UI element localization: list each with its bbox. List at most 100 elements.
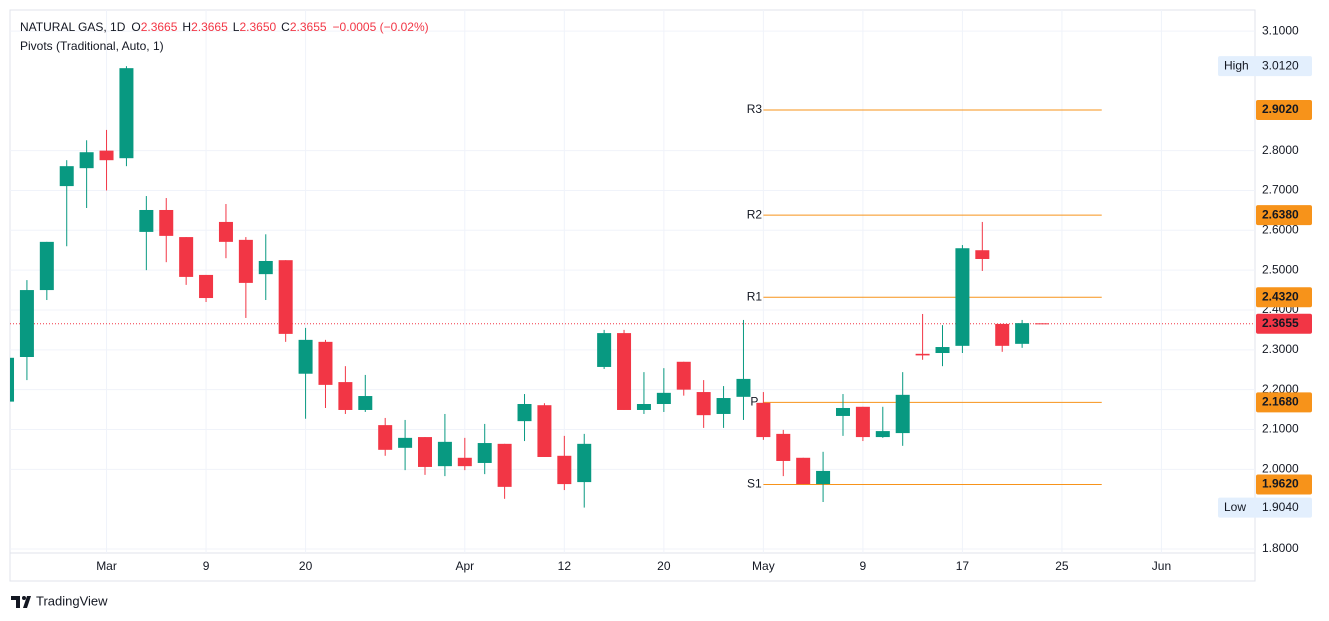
pivot-price-label: 1.9620	[1262, 477, 1299, 491]
plot: R3 R2 R1 P S1	[10, 66, 1255, 508]
legend-key: C	[281, 20, 290, 34]
candle-body	[378, 425, 393, 450]
candle-body	[477, 443, 492, 463]
last-price-box	[1256, 313, 1312, 334]
candle-body	[935, 347, 950, 354]
overlay: 2.9020 2.6380 2.4320 2.1680 1.9620 2.3655 High…	[1218, 56, 1312, 518]
legend-change: −0.0005 (−0.02%)	[333, 20, 429, 34]
y-tick-label: 3.1000	[1262, 23, 1299, 37]
candle-body	[577, 443, 592, 483]
candle-body	[79, 152, 94, 169]
candle-body	[915, 353, 930, 356]
legend-key: L	[233, 20, 240, 34]
candle-body	[159, 209, 174, 236]
pivot-name: R3	[747, 102, 763, 116]
candle-body	[497, 443, 512, 487]
candle-body	[199, 274, 214, 299]
candle-body	[656, 392, 671, 405]
pivot-price-label: 2.4320	[1262, 289, 1299, 303]
candle-body	[338, 382, 353, 410]
candle-body	[835, 407, 850, 416]
candle-body	[398, 437, 413, 448]
pivot-name: R1	[747, 289, 763, 303]
candle-body	[19, 290, 34, 357]
legend-title: NATURAL GAS, 1D	[20, 20, 126, 34]
candle-body	[238, 239, 253, 283]
y-tick-label: 2.0000	[1262, 462, 1299, 476]
y-tick-label: 2.5000	[1262, 262, 1299, 276]
legend-key: O	[131, 20, 140, 34]
extreme-box	[1218, 56, 1312, 77]
candle-body	[39, 241, 54, 291]
legend-key: H	[182, 20, 191, 34]
candle-body	[10, 357, 15, 402]
pivot-price-label: 2.6380	[1262, 207, 1299, 221]
pivot-price-box	[1256, 99, 1312, 120]
candle-body	[696, 392, 711, 416]
pivot-name: P	[750, 395, 758, 409]
candle-body	[1035, 323, 1050, 325]
candle-body	[318, 341, 333, 385]
candle-body	[676, 361, 691, 390]
candle-body	[557, 455, 572, 485]
pivot-price-box	[1256, 287, 1312, 308]
plot-frame	[9, 9, 1256, 582]
extreme-name: High	[1224, 58, 1249, 72]
candle-body	[617, 333, 632, 410]
candle-body	[418, 437, 432, 467]
legend-value: 2.3665	[191, 20, 228, 34]
candle-body	[517, 404, 532, 422]
candle-body	[975, 250, 990, 259]
x-tick-label: May	[752, 559, 775, 573]
legend-value: 2.3650	[239, 20, 276, 34]
y-tick-label: 2.2000	[1262, 382, 1299, 396]
candle-body	[278, 260, 293, 334]
x-tick-label: 17	[956, 559, 970, 573]
x-tick-label: Mar	[96, 559, 117, 573]
candle-body	[875, 431, 890, 438]
candle-body	[736, 378, 751, 397]
x-tick-label: 20	[299, 559, 313, 573]
candle-body	[597, 333, 612, 367]
candle-body	[99, 150, 114, 161]
candle-body	[218, 221, 233, 242]
candle-body	[139, 209, 154, 232]
pivot-price-box	[1256, 474, 1312, 495]
extreme-name: Low	[1224, 500, 1246, 514]
candle-body	[995, 323, 1010, 346]
x-tick-label: 25	[1055, 559, 1069, 573]
legend-value: 2.3655	[290, 20, 327, 34]
candle-body	[636, 404, 651, 410]
extreme-value: 1.9040	[1262, 500, 1299, 514]
candle-body	[895, 394, 910, 434]
candle-body	[716, 398, 731, 414]
candle-body	[776, 433, 791, 461]
candle-body	[756, 402, 771, 438]
pivot-price-label: 2.9020	[1262, 102, 1299, 116]
y-tick-label: 1.8000	[1262, 541, 1299, 555]
pivot-price-box	[1256, 392, 1312, 413]
candle-body	[457, 457, 472, 467]
x-tick-label: Jun	[1152, 559, 1171, 573]
candle-body	[855, 406, 870, 438]
y-tick-label: 2.6000	[1262, 222, 1299, 236]
brand-logo	[11, 596, 31, 608]
brand-name: TradingView	[36, 593, 108, 608]
y-tick-label: 2.7000	[1262, 183, 1299, 197]
y-tick-label: 2.8000	[1262, 143, 1299, 157]
x-tick-label: 9	[203, 559, 210, 573]
candle-body	[258, 260, 273, 275]
y-tick-label: 2.3000	[1262, 342, 1299, 356]
x-tick-label: Apr	[455, 559, 474, 573]
pivot-price-label: 2.1680	[1262, 395, 1299, 409]
extreme-value: 3.0120	[1262, 58, 1299, 72]
x-tick-label: 20	[657, 559, 671, 573]
pivot-price-box	[1256, 205, 1312, 226]
legend-value: 2.3665	[141, 20, 178, 34]
candle-body	[537, 405, 552, 457]
candle-body	[179, 237, 194, 277]
candle-body	[59, 166, 74, 187]
axes: 3.10002.80002.70002.60002.50002.40002.30…	[96, 23, 1299, 573]
pivot-name: S1	[747, 477, 762, 491]
